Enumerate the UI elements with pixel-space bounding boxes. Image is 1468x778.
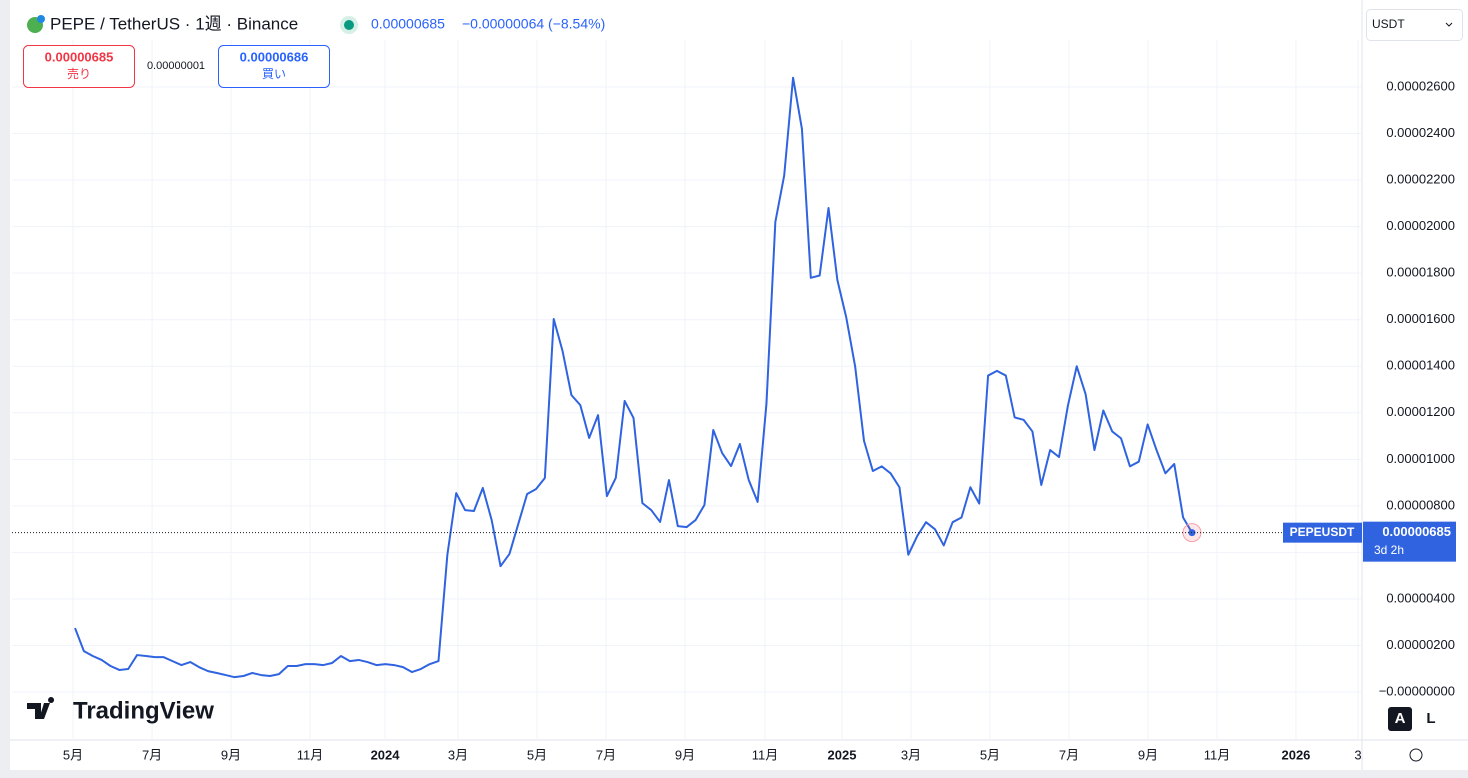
x-tick-label: 7月 [596, 747, 616, 762]
grid [12, 40, 1362, 740]
spread: 0.00000001 [147, 60, 205, 72]
x-tick-label: 11月 [1204, 747, 1231, 762]
log-scale-label[interactable]: L [1426, 710, 1435, 727]
y-tick-label: 0.00000400 [1386, 590, 1455, 605]
settings-icon[interactable] [1409, 748, 1423, 762]
y-tick-label: 0.00001600 [1386, 311, 1455, 326]
header-change: −0.00000064 (−8.54%) [462, 16, 605, 32]
x-tick-label: 11月 [752, 747, 779, 762]
left-border [0, 0, 10, 778]
buy-price[interactable]: 0.00000686 [240, 49, 309, 64]
x-tick-label: 11月 [297, 747, 324, 762]
y-tick-label: 0.00000200 [1386, 637, 1455, 652]
symbol-icon-badge [37, 15, 45, 23]
brand-name: TradingView [73, 697, 214, 724]
y-tick-label: −0.00000000 [1379, 683, 1455, 698]
x-tick-label: 5月 [63, 747, 83, 762]
x-tick-label: 3月 [901, 747, 921, 762]
auto-scale-button[interactable] [1388, 707, 1412, 731]
market-status-dot [344, 20, 354, 30]
x-tick-label: 3 [1354, 747, 1361, 762]
y-tick-label: 0.00002000 [1386, 218, 1455, 233]
currency[interactable]: USDT [1372, 17, 1405, 31]
x-tick-label: 9月 [675, 747, 695, 762]
price-tag-label: 0.00000685 [1382, 524, 1451, 539]
x-tick-label: 9月 [1138, 747, 1158, 762]
y-tick-label: 0.00000800 [1386, 497, 1455, 512]
x-tick-label: 2024 [371, 747, 401, 762]
x-tick-label: 2025 [828, 747, 857, 762]
brand-logo [27, 697, 55, 719]
y-tick-label: 0.00001400 [1386, 358, 1455, 373]
y-tick-label: 0.00001000 [1386, 451, 1455, 466]
x-tick-label: 9月 [221, 747, 241, 762]
x-tick-label: 5月 [527, 747, 547, 762]
y-tick-label: 0.00001800 [1386, 265, 1455, 280]
sell-price[interactable]: 0.00000685 [45, 49, 114, 64]
y-tick-label: 0.00001200 [1386, 404, 1455, 419]
symbol-tag-label: PEPEUSDT [1290, 525, 1355, 539]
sell-label[interactable]: 売り [67, 66, 91, 81]
bottom-border [0, 770, 1468, 778]
countdown: 3d 2h [1374, 543, 1404, 557]
dropdown-arrow [1445, 22, 1453, 27]
y-tick-label: 0.00002400 [1386, 125, 1455, 140]
x-tick-label: 5月 [980, 747, 1000, 762]
x-tick-label: 7月 [1059, 747, 1079, 762]
x-tick-label: 7月 [142, 747, 162, 762]
y-tick-label: 0.00002600 [1386, 78, 1455, 93]
currency-select[interactable] [1366, 9, 1463, 41]
symbol-tag [1283, 522, 1362, 543]
x-tick-label: 2026 [1281, 747, 1310, 762]
header-price: 0.00000685 [371, 16, 445, 32]
symbol-title: PEPE / TetherUS · 1週 · Binance [50, 14, 298, 33]
sell-button[interactable] [23, 45, 135, 88]
x-tick-label: 3月 [448, 747, 468, 762]
buy-label[interactable]: 買い [262, 67, 286, 81]
auto-scale-label[interactable]: A [1395, 710, 1406, 727]
y-tick-label: 0.00002200 [1386, 172, 1455, 187]
price-tag [1363, 521, 1456, 562]
buy-button[interactable] [218, 45, 330, 88]
price-line [74, 76, 1193, 679]
plot [12, 76, 1362, 679]
